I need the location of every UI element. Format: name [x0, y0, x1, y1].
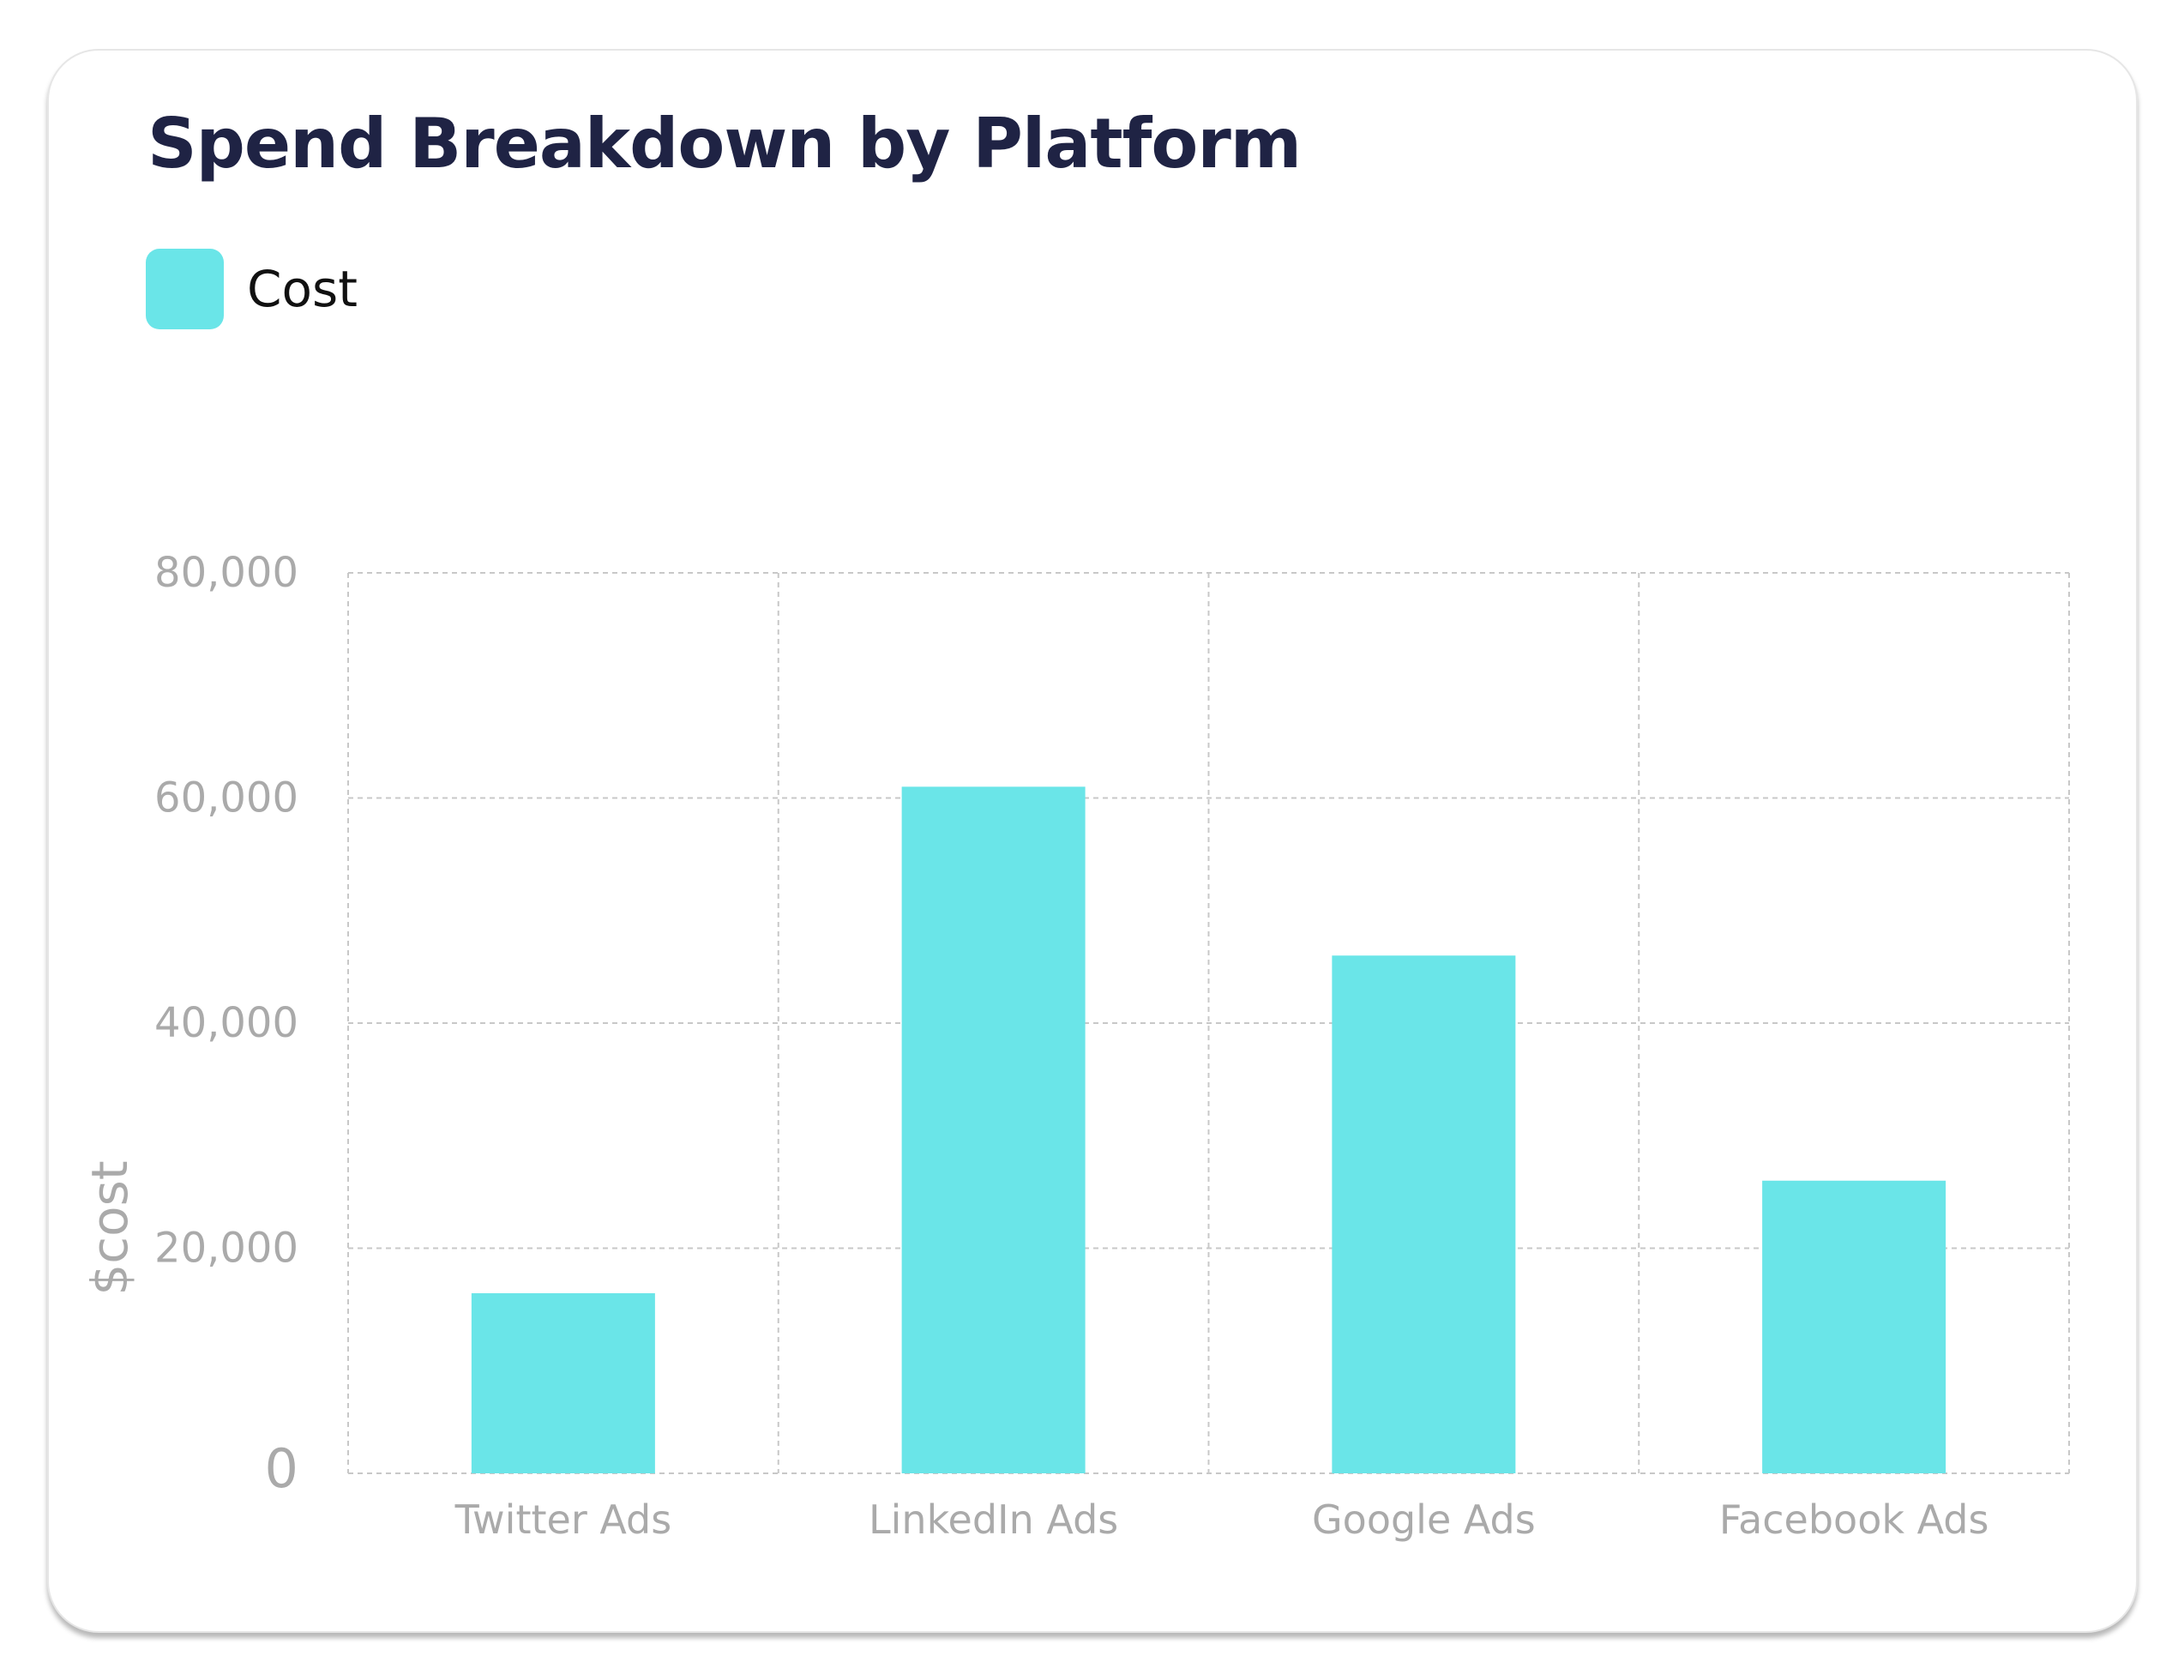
x-tick-label: LinkedIn Ads — [869, 1496, 1118, 1543]
y-axis-label: $cost — [81, 1160, 139, 1295]
y-tick-label: 0 — [265, 1437, 298, 1500]
legend[interactable]: Cost — [146, 249, 358, 329]
legend-swatch-cost — [146, 249, 224, 329]
legend-label-cost: Cost — [247, 260, 358, 318]
x-tick-label: Twitter Ads — [454, 1496, 672, 1543]
bar-twitter-ads[interactable] — [471, 1293, 655, 1473]
x-tick-label: Google Ads — [1312, 1496, 1536, 1543]
bar-google-ads[interactable] — [1332, 955, 1516, 1473]
y-tick-label: 20,000 — [154, 1225, 298, 1273]
chart-title: Spend Breakdown by Platform — [147, 104, 1302, 184]
y-tick-label: 40,000 — [154, 999, 298, 1047]
bar-linkedin-ads[interactable] — [901, 786, 1086, 1473]
y-tick-label: 80,000 — [154, 549, 298, 597]
y-tick-label: 60,000 — [154, 774, 298, 822]
axis-labels: 0 20,000 40,000 60,000 80,000 Twitter Ads Link… — [81, 549, 1988, 1543]
bars — [471, 786, 1946, 1473]
bar-facebook-ads[interactable] — [1762, 1180, 1946, 1473]
x-tick-label: Facebook Ads — [1719, 1496, 1989, 1543]
